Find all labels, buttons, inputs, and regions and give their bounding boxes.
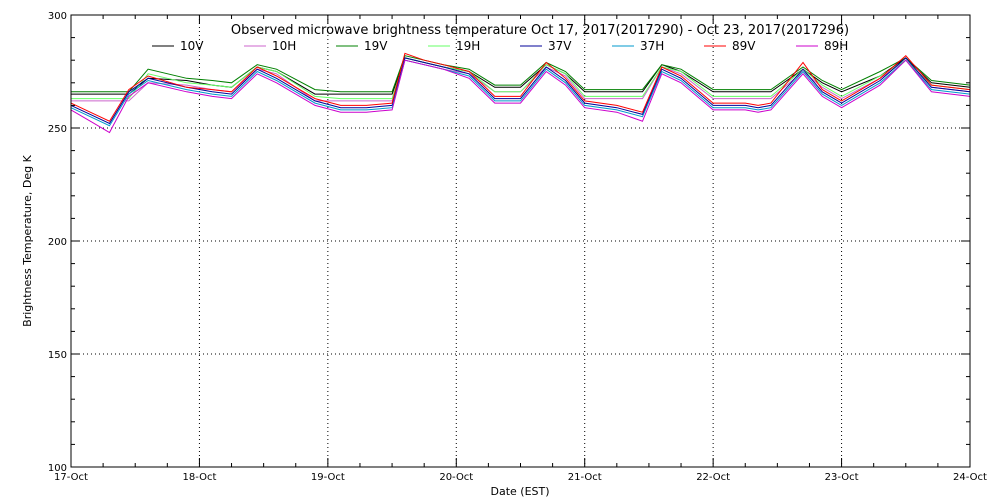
legend-label-37v: 37V [548, 39, 572, 53]
legend-label-37h: 37H [640, 39, 664, 53]
x-axis-label: Date (EST) [490, 485, 549, 498]
x-tick-label: 21-Oct [568, 472, 602, 483]
y-axis-label: Brightness Temperature, Deg K [21, 154, 34, 326]
x-tick-label: 23-Oct [825, 472, 859, 483]
y-tick-label: 250 [48, 124, 67, 135]
legend-label-10h: 10H [272, 39, 296, 53]
x-tick-label: 19-Oct [311, 472, 345, 483]
x-tick-label: 20-Oct [439, 472, 473, 483]
x-tick-label: 17-Oct [54, 472, 88, 483]
y-tick-label: 100 [48, 463, 67, 474]
x-tick-label: 18-Oct [182, 472, 216, 483]
x-tick-label: 22-Oct [696, 472, 730, 483]
legend-label-89v: 89V [732, 39, 756, 53]
y-tick-label: 200 [48, 237, 67, 248]
chart-title: Observed microwave brightness temperatur… [231, 23, 849, 38]
series-line-37h [70, 59, 971, 127]
y-tick-label: 150 [48, 350, 67, 361]
series-line-19v [71, 55, 971, 93]
legend-label-10v: 10V [180, 39, 204, 53]
legend-label-19v: 19V [364, 39, 388, 53]
series-line-89v [70, 52, 971, 122]
series-line-89h [70, 59, 971, 134]
legend-label-89h: 89H [824, 39, 848, 53]
series-line-37v [70, 57, 971, 125]
x-tick-label: 24-Oct [953, 472, 987, 483]
series-line-19h [71, 57, 971, 100]
legend-label-19h: 19H [456, 39, 480, 53]
y-tick-label: 300 [48, 11, 67, 22]
